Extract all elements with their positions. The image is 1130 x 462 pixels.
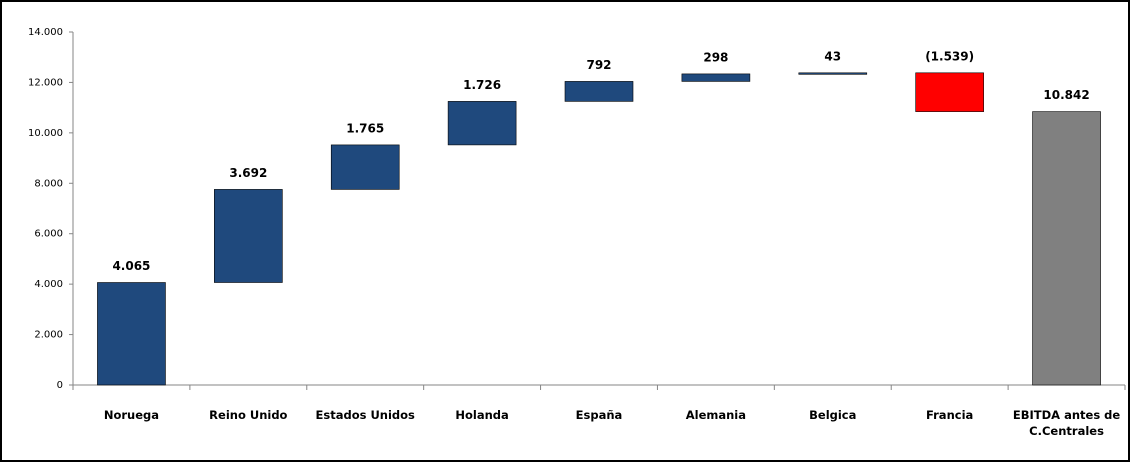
- value-label: 10.842: [1043, 88, 1089, 102]
- value-label: 298: [703, 50, 728, 64]
- x-tick-label: Estados Unidos: [315, 408, 415, 422]
- y-tick-label: 8.000: [34, 178, 63, 189]
- value-label: 4.065: [112, 259, 150, 273]
- bar: [798, 72, 868, 75]
- bar: [1032, 111, 1101, 386]
- x-tick-label: Holanda: [455, 408, 509, 422]
- y-tick-label: 6.000: [34, 229, 63, 240]
- bar: [214, 189, 283, 283]
- value-label: 43: [824, 49, 841, 63]
- x-tick-label: Noruega: [103, 408, 160, 422]
- x-tick-label: España: [575, 408, 623, 422]
- y-tick-label: 12.000: [28, 77, 63, 88]
- value-label: 792: [586, 58, 611, 72]
- y-tick-label: 0: [57, 380, 63, 391]
- value-label: 3.692: [229, 166, 267, 180]
- bar: [915, 72, 984, 112]
- y-tick-label: 14.000: [28, 27, 63, 38]
- value-label: 1.765: [346, 121, 384, 135]
- y-tick-label: 10.000: [28, 128, 63, 139]
- x-tick-label: Alemania: [685, 408, 747, 422]
- value-label: 1.726: [463, 78, 501, 92]
- bar: [330, 144, 400, 190]
- bar: [97, 282, 166, 386]
- x-tick-label: Belgica: [809, 408, 857, 422]
- x-tick-label: Reino Unido: [209, 408, 288, 422]
- x-tick-label: Francia: [926, 408, 974, 422]
- y-tick-label: 2.000: [34, 330, 63, 341]
- bar: [447, 101, 517, 146]
- bar: [564, 81, 634, 102]
- y-tick-label: 4.000: [34, 279, 63, 290]
- x-tick-label: EBITDA antes de C.Centrales: [1012, 408, 1121, 438]
- value-label: (1.539): [925, 49, 974, 63]
- bar: [681, 73, 751, 82]
